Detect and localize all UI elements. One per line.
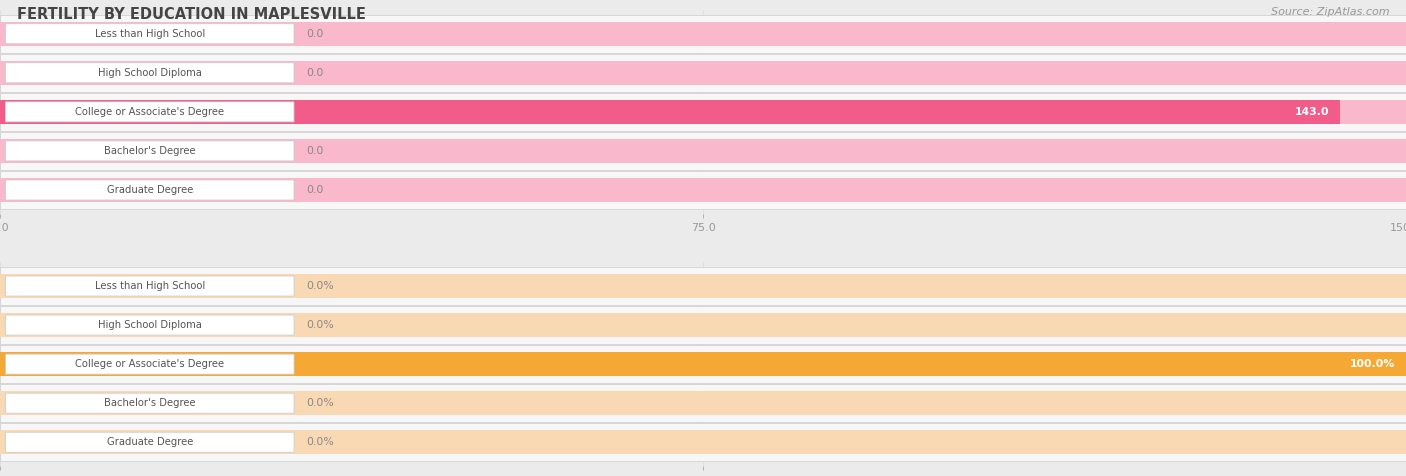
FancyBboxPatch shape [6,276,294,296]
FancyBboxPatch shape [6,432,294,452]
Text: Bachelor's Degree: Bachelor's Degree [104,398,195,408]
FancyBboxPatch shape [0,93,1406,131]
FancyBboxPatch shape [6,102,294,122]
FancyBboxPatch shape [0,384,1406,422]
Text: High School Diploma: High School Diploma [98,68,201,78]
FancyBboxPatch shape [0,100,1340,124]
Text: 0.0%: 0.0% [307,281,335,291]
FancyBboxPatch shape [0,178,1406,202]
FancyBboxPatch shape [0,391,1406,415]
FancyBboxPatch shape [0,274,1406,298]
Text: 0.0: 0.0 [307,29,323,39]
Text: Less than High School: Less than High School [94,29,205,39]
FancyBboxPatch shape [0,61,1406,85]
Text: College or Associate's Degree: College or Associate's Degree [75,359,225,369]
Text: 0.0: 0.0 [307,185,323,195]
Text: Graduate Degree: Graduate Degree [107,437,193,447]
FancyBboxPatch shape [6,63,294,83]
FancyBboxPatch shape [6,315,294,335]
Text: Source: ZipAtlas.com: Source: ZipAtlas.com [1271,7,1389,17]
Text: 143.0: 143.0 [1295,107,1329,117]
Text: 0.0%: 0.0% [307,398,335,408]
FancyBboxPatch shape [6,180,294,200]
FancyBboxPatch shape [0,306,1406,344]
FancyBboxPatch shape [0,21,1406,46]
Text: High School Diploma: High School Diploma [98,320,201,330]
FancyBboxPatch shape [0,352,1406,376]
FancyBboxPatch shape [6,24,294,44]
FancyBboxPatch shape [0,430,1406,455]
FancyBboxPatch shape [0,139,1406,163]
Text: FERTILITY BY EDUCATION IN MAPLESVILLE: FERTILITY BY EDUCATION IN MAPLESVILLE [17,7,366,22]
Text: 0.0: 0.0 [307,146,323,156]
FancyBboxPatch shape [0,132,1406,170]
FancyBboxPatch shape [0,15,1406,53]
Text: 0.0%: 0.0% [307,320,335,330]
Text: 0.0: 0.0 [307,68,323,78]
FancyBboxPatch shape [0,54,1406,92]
FancyBboxPatch shape [0,171,1406,209]
FancyBboxPatch shape [0,313,1406,337]
FancyBboxPatch shape [6,393,294,413]
FancyBboxPatch shape [6,141,294,161]
FancyBboxPatch shape [0,423,1406,461]
FancyBboxPatch shape [0,352,1406,376]
FancyBboxPatch shape [6,354,294,374]
Text: Bachelor's Degree: Bachelor's Degree [104,146,195,156]
Text: Graduate Degree: Graduate Degree [107,185,193,195]
FancyBboxPatch shape [0,100,1406,124]
Text: 100.0%: 100.0% [1350,359,1395,369]
Text: 0.0%: 0.0% [307,437,335,447]
Text: College or Associate's Degree: College or Associate's Degree [75,107,225,117]
FancyBboxPatch shape [0,345,1406,383]
FancyBboxPatch shape [0,267,1406,305]
Text: Less than High School: Less than High School [94,281,205,291]
